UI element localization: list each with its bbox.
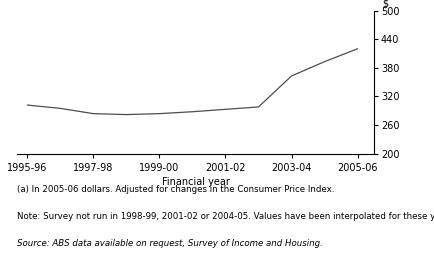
- X-axis label: Financial year: Financial year: [161, 177, 229, 187]
- Text: (a) In 2005-06 dollars. Adjusted for changes in the Consumer Price Index.: (a) In 2005-06 dollars. Adjusted for cha…: [17, 186, 334, 195]
- Text: Note: Survey not run in 1998-99, 2001-02 or 2004-05. Values have been interpolat: Note: Survey not run in 1998-99, 2001-02…: [17, 212, 434, 221]
- Text: $: $: [382, 0, 388, 8]
- Text: Source: ABS data available on request, Survey of Income and Housing.: Source: ABS data available on request, S…: [17, 238, 322, 248]
